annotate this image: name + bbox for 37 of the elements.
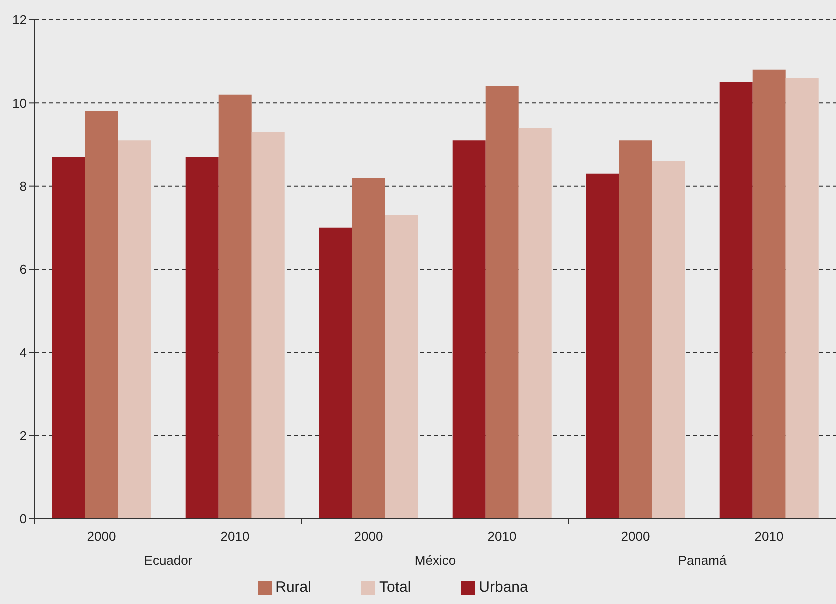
bar bbox=[452, 140, 486, 519]
y-tick-label: 4 bbox=[20, 345, 27, 360]
x-tick-label: 2000 bbox=[354, 529, 384, 544]
bar bbox=[385, 215, 418, 519]
bar bbox=[319, 228, 352, 519]
bar bbox=[652, 161, 686, 519]
y-tick-label: 2 bbox=[20, 428, 27, 444]
legend-label: Urbana bbox=[479, 579, 528, 596]
bar bbox=[186, 157, 219, 519]
bar bbox=[218, 94, 252, 519]
x-tick-label: 2000 bbox=[621, 529, 650, 544]
text: Ecuador bbox=[144, 553, 194, 568]
bar bbox=[619, 140, 652, 519]
y-tick-label: 12 bbox=[12, 12, 27, 28]
bar bbox=[118, 140, 152, 519]
bar bbox=[252, 132, 285, 519]
bar bbox=[352, 178, 386, 519]
x-tick-label: 2010 bbox=[220, 529, 250, 544]
text: Panamá bbox=[678, 553, 728, 568]
legend-label: Rural bbox=[276, 579, 312, 596]
x-tick-label: 2000 bbox=[87, 529, 116, 544]
bar bbox=[720, 82, 753, 519]
bar bbox=[586, 174, 620, 519]
x-tick-label: 2010 bbox=[488, 529, 517, 544]
y-tick-label: 0 bbox=[20, 512, 27, 527]
bar bbox=[752, 70, 786, 519]
bar bbox=[518, 128, 552, 519]
legend-label: Total bbox=[379, 579, 412, 596]
bar bbox=[486, 86, 519, 519]
bar bbox=[85, 111, 118, 519]
y-tick-label: 6 bbox=[20, 262, 27, 278]
y-tick-label: 10 bbox=[12, 96, 27, 111]
y-tick-label: 8 bbox=[20, 178, 27, 194]
bar bbox=[52, 157, 86, 519]
bar bbox=[786, 78, 819, 519]
x-tick-label: 2010 bbox=[754, 529, 784, 544]
text: México bbox=[414, 553, 456, 568]
